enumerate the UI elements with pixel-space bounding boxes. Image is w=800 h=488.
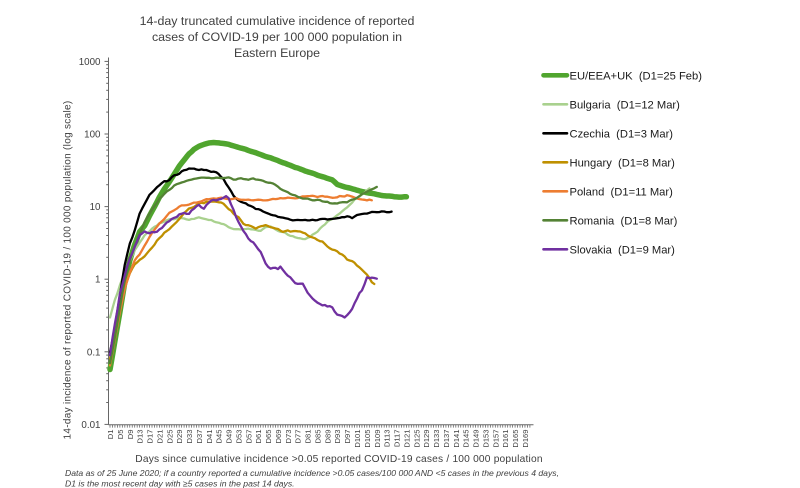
- svg-text:D97: D97: [343, 430, 352, 444]
- svg-text:Eastern Europe: Eastern Europe: [234, 46, 320, 60]
- svg-text:1000: 1000: [79, 57, 101, 68]
- svg-text:D13: D13: [136, 430, 145, 444]
- svg-text:Hungary (D1=8 Mar): Hungary (D1=8 Mar): [570, 157, 676, 169]
- svg-text:D145: D145: [462, 430, 471, 448]
- svg-text:D121: D121: [402, 430, 411, 448]
- svg-text:Days since cumulative incidenc: Days since cumulative incidence >0.05 re…: [135, 454, 542, 465]
- svg-text:D29: D29: [175, 430, 184, 444]
- svg-text:14-day truncated cumulative in: 14-day truncated cumulative incidence of…: [140, 14, 415, 28]
- svg-text:D77: D77: [294, 430, 303, 444]
- svg-text:D73: D73: [284, 430, 293, 444]
- svg-text:Slovakia (D1=9 Mar): Slovakia (D1=9 Mar): [570, 244, 676, 256]
- svg-text:D37: D37: [195, 430, 204, 444]
- svg-text:D133: D133: [432, 430, 441, 448]
- svg-text:D137: D137: [442, 430, 451, 448]
- svg-text:D33: D33: [185, 430, 194, 444]
- svg-text:10: 10: [90, 202, 101, 213]
- svg-text:D41: D41: [205, 430, 214, 444]
- svg-text:0.1: 0.1: [87, 347, 101, 358]
- svg-text:D25: D25: [165, 430, 174, 444]
- svg-text:D165: D165: [511, 430, 520, 448]
- svg-text:D125: D125: [412, 430, 421, 448]
- svg-text:0.01: 0.01: [81, 420, 100, 431]
- svg-text:D93: D93: [333, 430, 342, 444]
- svg-text:D17: D17: [146, 430, 155, 444]
- svg-text:D105: D105: [363, 430, 372, 448]
- svg-text:D49: D49: [225, 430, 234, 444]
- svg-text:D5: D5: [116, 430, 125, 440]
- svg-text:D1: D1: [106, 430, 115, 440]
- svg-text:D117: D117: [393, 430, 402, 448]
- svg-text:D101: D101: [353, 430, 362, 448]
- svg-text:1: 1: [95, 275, 100, 286]
- svg-text:Data as of 25 June 2020; if a: Data as of 25 June 2020; if a country re…: [65, 468, 559, 478]
- svg-text:D9: D9: [126, 430, 135, 440]
- svg-text:D45: D45: [215, 430, 224, 444]
- svg-text:D109: D109: [373, 430, 382, 448]
- svg-text:D21: D21: [155, 430, 164, 444]
- svg-text:cases of COVID-19 per 100 000: cases of COVID-19 per 100 000 population…: [152, 30, 402, 44]
- svg-text:D149: D149: [472, 430, 481, 448]
- svg-text:Bulgaria (D1=12 Mar): Bulgaria (D1=12 Mar): [570, 99, 681, 111]
- svg-text:D129: D129: [422, 430, 431, 448]
- svg-text:D153: D153: [481, 430, 490, 448]
- svg-text:100: 100: [84, 130, 101, 141]
- svg-text:D81: D81: [304, 430, 313, 444]
- svg-text:EU/EEA+UK (D1=25 Feb): EU/EEA+UK (D1=25 Feb): [570, 70, 703, 82]
- svg-text:D169: D169: [521, 430, 530, 448]
- svg-text:D157: D157: [491, 430, 500, 448]
- svg-text:D161: D161: [501, 430, 510, 448]
- svg-text:D69: D69: [274, 430, 283, 444]
- svg-text:D65: D65: [264, 430, 273, 444]
- svg-text:D61: D61: [254, 430, 263, 444]
- svg-text:14-day incidence of reported C: 14-day incidence of reported COVID-19 / …: [63, 101, 74, 440]
- svg-text:D141: D141: [452, 430, 461, 448]
- svg-text:D113: D113: [383, 430, 392, 448]
- svg-text:Czechia (D1=3 Mar): Czechia (D1=3 Mar): [570, 128, 674, 140]
- svg-text:D89: D89: [323, 430, 332, 444]
- svg-text:D57: D57: [244, 430, 253, 444]
- svg-text:D85: D85: [314, 430, 323, 444]
- svg-text:Poland (D1=11 Mar): Poland (D1=11 Mar): [570, 186, 674, 198]
- svg-text:D1 is the most recent day with: D1 is the most recent day with ≥5 cases …: [65, 478, 295, 488]
- svg-text:Romania (D1=8 Mar): Romania (D1=8 Mar): [570, 215, 678, 227]
- svg-text:D53: D53: [234, 430, 243, 444]
